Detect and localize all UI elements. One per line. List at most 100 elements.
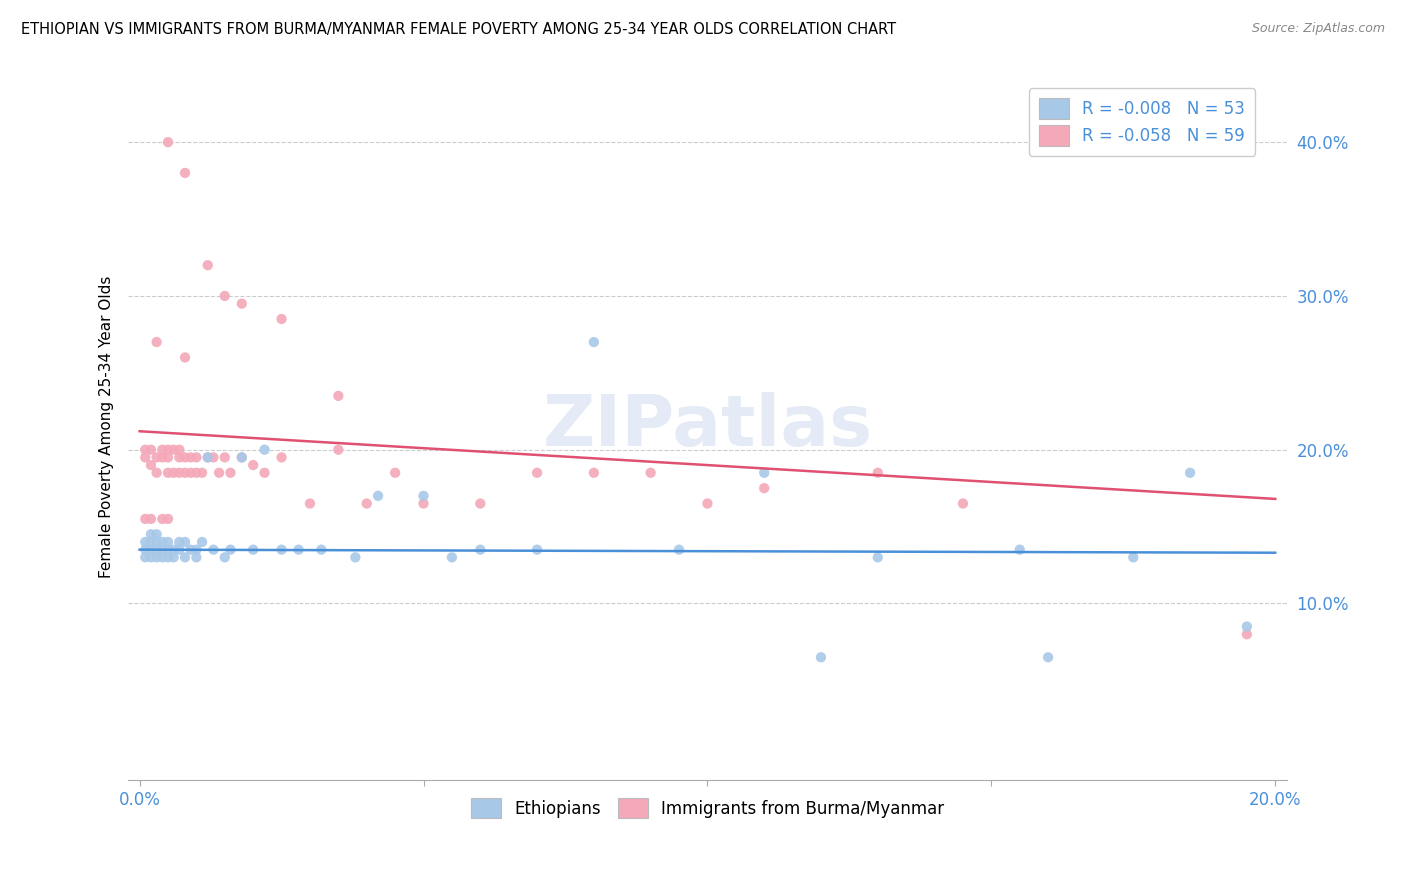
Point xyxy=(139,512,162,526)
Point xyxy=(1178,466,1201,480)
Point xyxy=(197,450,219,465)
Point xyxy=(1122,550,1144,565)
Point xyxy=(208,466,231,480)
Point xyxy=(186,542,208,557)
Point xyxy=(180,466,202,480)
Point xyxy=(440,550,463,565)
Point xyxy=(253,466,276,480)
Point xyxy=(174,535,197,549)
Point xyxy=(328,389,350,403)
Point xyxy=(134,542,156,557)
Point xyxy=(202,542,225,557)
Point xyxy=(1236,619,1258,633)
Point xyxy=(214,289,236,303)
Point xyxy=(163,466,186,480)
Point xyxy=(150,550,173,565)
Point xyxy=(134,512,156,526)
Point xyxy=(242,542,264,557)
Point xyxy=(356,496,378,510)
Point xyxy=(150,442,173,457)
Point xyxy=(186,450,208,465)
Point xyxy=(156,450,179,465)
Text: Source: ZipAtlas.com: Source: ZipAtlas.com xyxy=(1251,22,1385,36)
Point xyxy=(412,489,434,503)
Point xyxy=(197,258,219,272)
Legend: Ethiopians, Immigrants from Burma/Myanmar: Ethiopians, Immigrants from Burma/Myanma… xyxy=(464,791,950,825)
Point xyxy=(191,466,214,480)
Point xyxy=(169,442,191,457)
Point xyxy=(134,550,156,565)
Point xyxy=(139,535,162,549)
Point xyxy=(298,496,321,510)
Point xyxy=(231,450,253,465)
Point xyxy=(582,334,605,349)
Point xyxy=(219,542,242,557)
Point xyxy=(139,542,162,557)
Point xyxy=(186,466,208,480)
Point xyxy=(156,542,179,557)
Point xyxy=(668,542,690,557)
Point xyxy=(214,550,236,565)
Point xyxy=(145,550,167,565)
Point xyxy=(174,166,197,180)
Point xyxy=(163,550,186,565)
Point xyxy=(219,466,242,480)
Point xyxy=(174,351,197,365)
Point xyxy=(1036,650,1059,665)
Point xyxy=(470,496,492,510)
Point xyxy=(156,135,179,149)
Point xyxy=(150,512,173,526)
Point xyxy=(156,550,179,565)
Point xyxy=(231,296,253,310)
Point xyxy=(145,450,167,465)
Point xyxy=(952,496,974,510)
Y-axis label: Female Poverty Among 25-34 Year Olds: Female Poverty Among 25-34 Year Olds xyxy=(100,276,114,578)
Point xyxy=(150,535,173,549)
Point xyxy=(134,450,156,465)
Point xyxy=(231,450,253,465)
Point xyxy=(145,527,167,541)
Point xyxy=(139,442,162,457)
Point xyxy=(242,458,264,472)
Point xyxy=(169,535,191,549)
Point xyxy=(174,450,197,465)
Point xyxy=(145,535,167,549)
Point xyxy=(180,542,202,557)
Point xyxy=(754,481,776,495)
Point xyxy=(180,450,202,465)
Point xyxy=(139,550,162,565)
Point xyxy=(156,535,179,549)
Point xyxy=(163,542,186,557)
Point xyxy=(640,466,662,480)
Point xyxy=(470,542,492,557)
Point xyxy=(253,442,276,457)
Point xyxy=(186,550,208,565)
Text: ZIPatlas: ZIPatlas xyxy=(543,392,873,461)
Point xyxy=(270,450,292,465)
Point xyxy=(311,542,333,557)
Point xyxy=(145,334,167,349)
Point xyxy=(202,450,225,465)
Point xyxy=(754,466,776,480)
Point xyxy=(156,442,179,457)
Point xyxy=(412,496,434,510)
Point xyxy=(1236,627,1258,641)
Point xyxy=(139,527,162,541)
Point xyxy=(526,542,548,557)
Point xyxy=(197,450,219,465)
Point xyxy=(150,450,173,465)
Point xyxy=(156,466,179,480)
Point xyxy=(169,466,191,480)
Point xyxy=(134,442,156,457)
Point xyxy=(145,542,167,557)
Point xyxy=(810,650,832,665)
Point xyxy=(582,466,605,480)
Point xyxy=(139,458,162,472)
Point xyxy=(866,466,889,480)
Point xyxy=(287,542,309,557)
Point xyxy=(174,466,197,480)
Point xyxy=(134,535,156,549)
Point xyxy=(169,542,191,557)
Point xyxy=(191,535,214,549)
Point xyxy=(270,312,292,326)
